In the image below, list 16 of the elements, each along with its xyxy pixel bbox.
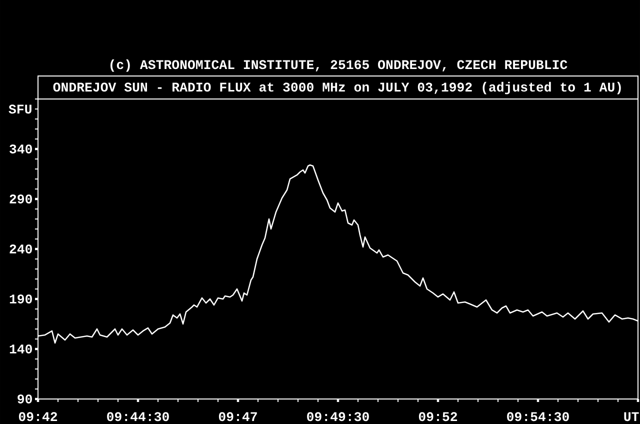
x-tick-label: 09:52 xyxy=(418,412,458,422)
text: (c) ASTRONOMICAL INSTITUTE, 25165 ONDREJOV, CZECH REPUBLIC xyxy=(110,59,568,72)
y-axis-title: SFU xyxy=(8,104,32,114)
x-tick-label: 09:47 xyxy=(218,412,257,422)
y-tick-label: 140 xyxy=(10,344,32,354)
y-tick-label: 190 xyxy=(10,294,32,304)
y-tick-label: 290 xyxy=(10,194,32,204)
y-tick-label: 240 xyxy=(10,244,32,254)
chart-title: ONDREJOV SUN - RADIO FLUX at 3000 MHz on JULY 03,1992 (adjusted to 1 AU) xyxy=(53,82,621,94)
x-axis-title: UT xyxy=(624,412,639,422)
y-tick-label: 90 xyxy=(18,394,32,404)
x-tick-label: 09:44:30 xyxy=(107,412,169,422)
y-tick-label: 340 xyxy=(10,144,32,154)
x-tick-label: 09:54:30 xyxy=(507,412,569,422)
x-tick-label: 09:42 xyxy=(18,412,58,422)
x-tick-label: 09:49:30 xyxy=(307,412,369,422)
